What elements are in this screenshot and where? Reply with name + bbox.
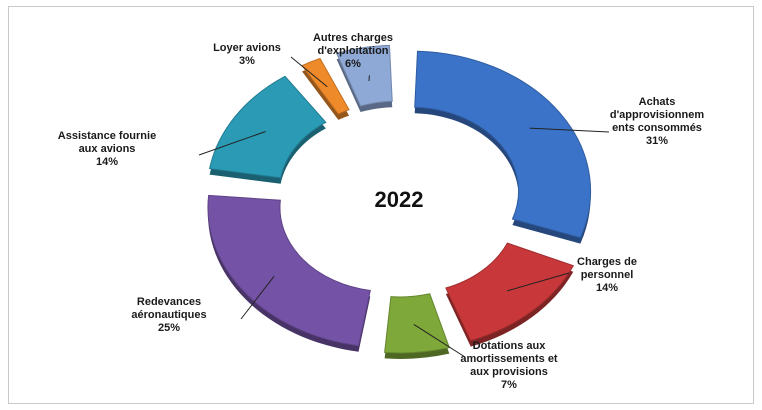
slice-5: [301, 57, 350, 115]
leader-lines-group: [198, 56, 610, 358]
slice-label-line-6-1: d'exploitation: [317, 45, 388, 57]
slice-label-line-1-0: Charges de: [577, 256, 637, 268]
slice-percent-2: 7%: [501, 379, 517, 391]
slice-1: [445, 242, 575, 342]
slice-label-line-6-0: Autres charges: [313, 32, 393, 44]
slice-label-6: Autres charges d'exploitation 6%: [313, 32, 393, 70]
leader-line-3: [240, 275, 275, 320]
slice-label-2: Dotations aux amortissements et aux provis…: [460, 340, 558, 391]
leader-line-5: [290, 56, 328, 88]
slice-label-4: Assistance fournie aux avions 14%: [58, 130, 156, 168]
slices-group: [207, 44, 592, 359]
leader-line-4: [198, 131, 266, 156]
labels-group: Achats d'approvisionnem ents consommés 31% C…: [58, 32, 705, 391]
slice-label-line-2-0: Dotations aux: [473, 340, 547, 352]
slice-label-line-5-0: Loyer avions: [213, 42, 281, 54]
slice-6: [335, 44, 393, 107]
slice-label-line-0-1: d'approvisionnem: [610, 109, 705, 121]
leader-line-0: [529, 127, 610, 133]
slice-percent-3: 25%: [158, 322, 180, 334]
slice-label-5: Loyer avions 3%: [213, 42, 281, 67]
slice-3: [207, 194, 371, 347]
slice-percent-1: 14%: [596, 282, 618, 294]
slice-label-line-2-1: amortissements et: [460, 353, 558, 365]
chart-frame: Achats d'approvisionnem ents consommés 31% C…: [8, 6, 754, 404]
slice-label-line-4-1: aux avions: [79, 143, 136, 155]
slice-label-line-0-2: ents consommés: [612, 122, 702, 134]
slice-label-line-1-1: personnel: [581, 269, 634, 281]
slice-percent-6: 6%: [345, 58, 361, 70]
slice-label-3: Redevances aéronautiques 25%: [131, 296, 206, 334]
slice-label-1: Charges de personnel 14%: [577, 256, 637, 294]
slice-4: [208, 75, 327, 179]
slice-percent-0: 31%: [646, 135, 668, 147]
doughnut-chart: Achats d'approvisionnem ents consommés 31% C…: [58, 32, 705, 391]
slice-label-line-4-0: Assistance fournie: [58, 130, 156, 142]
slice-label-line-0-0: Achats: [639, 96, 676, 108]
leader-line-1: [507, 272, 570, 292]
chart-center-label: 2022: [375, 187, 424, 212]
slice-percent-5: 3%: [239, 55, 255, 67]
slice-2: [384, 293, 450, 354]
slice-percent-4: 14%: [96, 156, 118, 168]
slice-label-line-3-0: Redevances: [137, 296, 201, 308]
leader-line-2: [413, 324, 466, 358]
slice-label-0: Achats d'approvisionnem ents consommés 31%: [610, 96, 705, 147]
slice-0: [414, 50, 592, 239]
slice-label-line-3-1: aéronautiques: [131, 309, 206, 321]
slice-label-line-2-2: aux provisions: [470, 366, 548, 378]
